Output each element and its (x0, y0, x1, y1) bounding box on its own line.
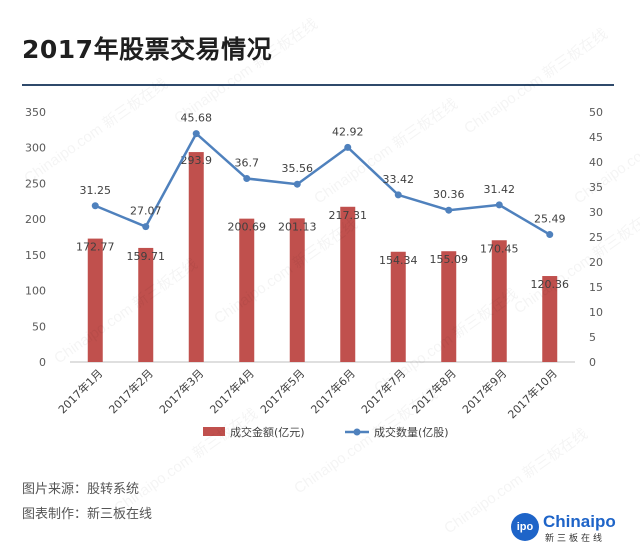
line-point (192, 130, 200, 138)
combo-chart: 0 50 100 150 200 250 300 350 0 5 10 15 20 25 30 35 40 45 5… (25, 106, 603, 439)
line-value-label: 30.36 (433, 188, 465, 201)
bar-value-label: 293.9 (181, 154, 213, 167)
y-right-tick-label: 50 (589, 106, 603, 119)
y-right-tick-label: 15 (589, 281, 603, 294)
line-point (445, 206, 453, 214)
y-right-tick-label: 45 (589, 131, 603, 144)
line-value-label: 33.42 (383, 173, 415, 186)
y-right-tick-label: 25 (589, 231, 603, 244)
y-left-tick-label: 350 (25, 106, 46, 119)
y-right-tick-label: 40 (589, 156, 603, 169)
x-category-label: 2017年1月 (55, 366, 105, 416)
legend-bar-label: 成交金额(亿元) (230, 425, 305, 439)
y-left-tick-label: 100 (25, 285, 46, 298)
y-left-tick-label: 150 (25, 249, 46, 262)
line-point (546, 231, 554, 239)
y-right-tick-label: 30 (589, 206, 603, 219)
x-category-label: 2017年9月 (459, 366, 509, 416)
line-point (91, 202, 99, 210)
x-category-label: 2017年3月 (156, 366, 206, 416)
line-value-label: 35.56 (282, 162, 314, 175)
logo-name: Chinaipo (543, 512, 616, 531)
x-category-label: 2017年10月 (505, 366, 560, 421)
bar (138, 247, 154, 362)
volume-series-line (94, 131, 551, 236)
bar-value-label: 154.34 (379, 254, 418, 267)
bar-value-label: 200.69 (228, 221, 267, 234)
bar (340, 206, 356, 362)
bar-value-label: 170.45 (480, 242, 519, 255)
line-value-label: 31.42 (484, 183, 516, 196)
y-right-tick-label: 0 (589, 356, 596, 369)
line-point (394, 191, 402, 199)
line-value-label: 25.49 (534, 213, 566, 226)
bar-value-label: 217.31 (329, 209, 368, 222)
bar (188, 152, 204, 362)
y-left-tick-label: 300 (25, 142, 46, 155)
bar-value-label: 155.09 (430, 253, 469, 266)
line-point (243, 175, 251, 182)
bar-value-label: 120.36 (531, 278, 570, 291)
y-left-tick-label: 50 (32, 320, 46, 333)
bar (289, 218, 305, 362)
line-point (142, 223, 150, 231)
x-category-label: 2017年7月 (358, 366, 408, 416)
bar-value-label: 159.71 (127, 250, 166, 263)
line-point (293, 180, 301, 188)
line-value-label: 36.7 (235, 157, 260, 170)
logo-subtitle: 新三板在线 (545, 534, 606, 544)
legend-line-marker (353, 428, 361, 436)
x-category-label: 2017年8月 (409, 366, 459, 416)
y-left-tick-label: 0 (39, 356, 46, 369)
y-right-tick-label: 20 (589, 256, 603, 269)
y-right-tick-label: 5 (589, 331, 596, 344)
line-value-label: 27.07 (130, 205, 162, 218)
legend-line-label: 成交数量(亿股) (374, 425, 449, 439)
chinaipo-logo: ipo Chinaipo 新三板在线 (511, 512, 623, 544)
line-value-label: 31.25 (80, 184, 112, 197)
x-category-label: 2017年5月 (257, 366, 307, 416)
maker-note: 图表制作：新三板在线 (22, 507, 153, 522)
line-point (495, 201, 503, 209)
bar-value-label: 201.13 (278, 220, 317, 233)
bar-value-label: 172.77 (76, 241, 115, 254)
source-note: 图片来源：股转系统 (22, 482, 140, 497)
line-value-label: 45.68 (181, 112, 213, 125)
x-category-label: 2017年2月 (106, 366, 156, 416)
bar (390, 251, 406, 362)
title-divider (22, 84, 614, 86)
logo-mark: ipo (511, 513, 539, 541)
bar (87, 238, 103, 362)
line-value-label: 42.92 (332, 125, 364, 138)
y-left-tick-label: 250 (25, 177, 46, 190)
y-right-tick-label: 35 (589, 181, 603, 194)
x-category-label: 2017年6月 (308, 366, 358, 416)
chart-title: 2017年股票交易情况 (22, 35, 273, 64)
bar (239, 218, 255, 362)
y-left-tick-label: 200 (25, 213, 46, 226)
bar (491, 240, 507, 362)
x-category-label: 2017年4月 (207, 366, 257, 416)
y-right-tick-label: 10 (589, 306, 603, 319)
line-point (344, 143, 352, 151)
legend-bar-swatch (203, 427, 225, 436)
bar (542, 276, 558, 362)
bar (441, 251, 457, 362)
